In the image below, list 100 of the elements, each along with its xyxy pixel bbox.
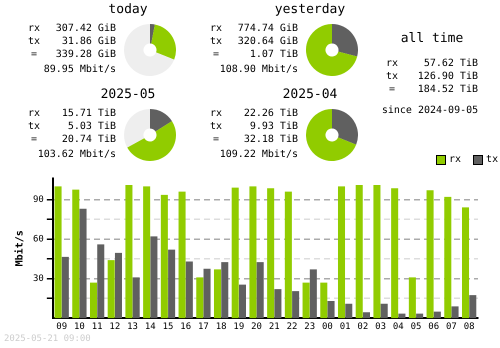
- text: 108.90 Mbit/s: [220, 63, 298, 76]
- text: rx 22.26 TiB: [210, 108, 298, 119]
- bar: [444, 196, 452, 318]
- x-tick-label: 01: [340, 322, 351, 332]
- y-axis-title: Mbit/s: [14, 230, 26, 266]
- bar: [132, 277, 140, 318]
- bar: [380, 304, 388, 318]
- text: tx 9.93 TiB: [210, 121, 298, 132]
- text: all time: [400, 31, 464, 46]
- bar: [267, 188, 274, 318]
- x-tick-label: 02: [357, 322, 368, 332]
- bar: [408, 277, 416, 318]
- bar: [362, 312, 370, 318]
- bar: [232, 188, 239, 318]
- x-tick-label: 19: [233, 322, 244, 332]
- bar: [196, 277, 204, 318]
- bar: [214, 269, 222, 318]
- bar: [398, 314, 406, 318]
- chart-title: yesterday: [274, 2, 346, 17]
- bar: [469, 295, 476, 318]
- x-tick-label: 17: [198, 322, 209, 332]
- bar: [302, 282, 310, 318]
- bar: [62, 256, 69, 318]
- x-tick-label: 08: [464, 322, 475, 332]
- bar: [168, 250, 176, 318]
- x-tick-label: 09: [56, 322, 68, 332]
- text: = 32.18 TiB: [212, 134, 298, 145]
- text: = 1.07 TiB: [212, 49, 298, 60]
- legend-label: tx: [486, 154, 498, 165]
- text: since 2024-09-05: [382, 104, 478, 117]
- text: tx 5.03 TiB: [28, 121, 116, 132]
- text: = 339.28 GiB: [30, 49, 116, 60]
- bar: [238, 284, 246, 318]
- text: tx 126.90 TiB: [386, 71, 478, 82]
- x-tick-label: 21: [268, 322, 280, 332]
- x-tick-label: 07: [446, 322, 457, 332]
- chart-title: 2025-05: [100, 87, 156, 102]
- bar: [462, 207, 470, 318]
- chart-title: today: [107, 2, 149, 17]
- bar: [256, 262, 264, 318]
- text: rx 307.42 GiB: [28, 23, 116, 34]
- x-tick-label: 22: [286, 322, 298, 332]
- x-tick-label: 06: [428, 322, 440, 332]
- bar: [345, 304, 352, 318]
- x-tick-label: 14: [144, 322, 156, 332]
- bar: [97, 244, 104, 318]
- bar: [320, 282, 328, 318]
- x-tick-label: 11: [92, 322, 103, 332]
- bar: [204, 268, 211, 318]
- x-tick-label: 18: [216, 322, 227, 332]
- bar: [274, 289, 282, 318]
- bar: [54, 186, 62, 318]
- text: = 184.52 TiB: [388, 84, 478, 95]
- x-tick-label: 03: [375, 322, 386, 332]
- bar: [434, 312, 441, 318]
- bar: [452, 306, 459, 318]
- bar: [80, 208, 87, 318]
- bar: [373, 184, 380, 318]
- bar: [108, 260, 115, 318]
- x-tick-label: 23: [304, 322, 316, 332]
- chart-title: 2025-04: [282, 87, 338, 102]
- x-tick-label: 10: [74, 322, 85, 332]
- text: rx 774.74 GiB: [210, 23, 298, 34]
- bar: [284, 192, 292, 318]
- text: 109.22 Mbit/s: [220, 148, 298, 161]
- y-tick-label: 90: [32, 194, 44, 205]
- bar: [310, 269, 317, 318]
- bar: [338, 186, 346, 318]
- text: rx 15.71 TiB: [28, 108, 116, 119]
- bar: [150, 236, 158, 318]
- x-tick-label: 05: [410, 322, 422, 332]
- bar: [221, 262, 228, 318]
- bar: [72, 190, 80, 318]
- bar: [249, 186, 256, 318]
- legend-label: rx: [449, 154, 462, 165]
- text: 103.62 Mbit/s: [38, 148, 116, 161]
- bar: [356, 184, 363, 318]
- x-tick-label: 13: [127, 322, 138, 332]
- y-tick-label: 30: [32, 274, 44, 284]
- text: tx 31.86 GiB: [28, 36, 116, 47]
- text: 89.95 Mbit/s: [44, 63, 116, 76]
- x-tick-label: 00: [322, 322, 333, 332]
- text: rx 57.62 TiB: [386, 58, 478, 69]
- bar: [416, 314, 424, 318]
- bar: [114, 252, 122, 318]
- bar: [125, 184, 132, 318]
- bar: [426, 190, 434, 318]
- bar: [186, 261, 193, 318]
- x-tick-label: 04: [392, 322, 404, 332]
- y-tick-label: 60: [32, 234, 44, 244]
- bar: [143, 186, 150, 318]
- x-tick-label: 16: [180, 322, 192, 332]
- bar: [328, 301, 335, 318]
- text: = 20.74 TiB: [30, 134, 116, 145]
- x-tick-label: 20: [251, 322, 262, 332]
- x-tick-label: 15: [162, 322, 174, 332]
- bar: [292, 291, 300, 318]
- bar: [90, 282, 98, 318]
- text: tx 320.64 GiB: [210, 36, 298, 47]
- x-tick-label: 12: [109, 322, 120, 332]
